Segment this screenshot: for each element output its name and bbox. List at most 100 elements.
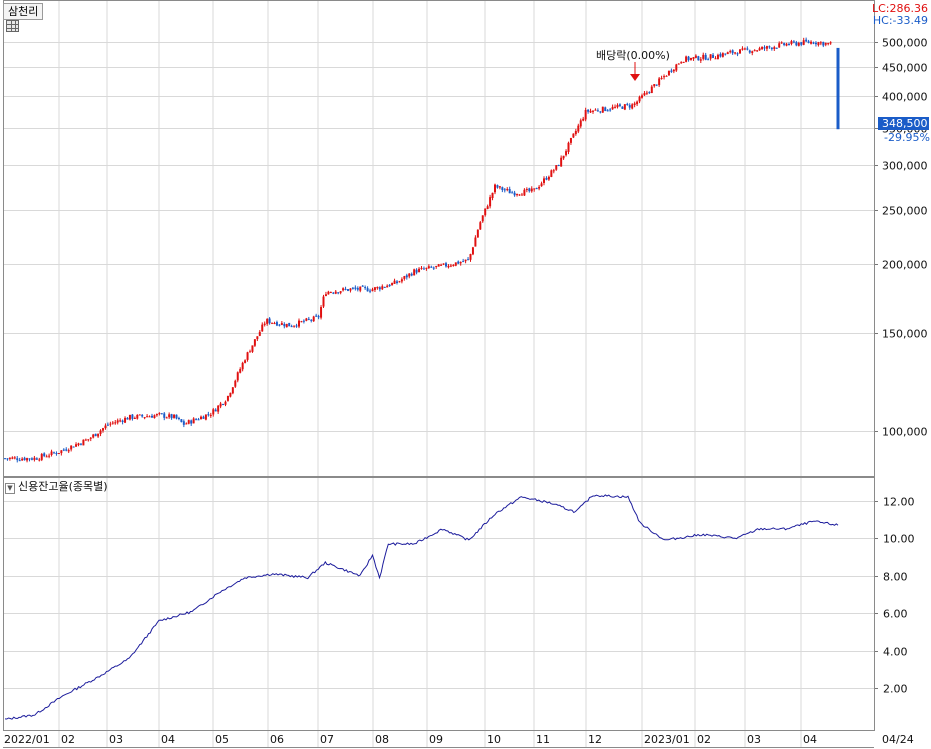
candle-body — [631, 104, 634, 109]
candle-body — [209, 414, 212, 416]
candle-body — [805, 39, 808, 42]
credit-tick-label: 8.00 — [883, 571, 908, 584]
candle-body — [241, 362, 244, 370]
candle-body — [440, 264, 443, 266]
candle-body — [373, 287, 376, 290]
x-tick-label: 11 — [536, 733, 550, 746]
x-tick-label: 03 — [109, 733, 123, 746]
candle-body — [616, 104, 619, 108]
x-tick-label: 05 — [215, 733, 229, 746]
candle-body — [280, 323, 283, 325]
candle-body — [378, 287, 381, 290]
x-tick-label: 04 — [803, 733, 817, 746]
candle-body — [697, 56, 700, 61]
candle-body — [719, 54, 722, 57]
candle-body — [104, 425, 107, 429]
candle-body — [442, 263, 445, 265]
table-icon[interactable] — [6, 20, 19, 32]
candle-body — [77, 443, 80, 446]
candle-body — [79, 443, 82, 445]
candle-body — [437, 264, 440, 267]
stock-name-selector[interactable]: 삼천리 — [3, 3, 44, 20]
candle-body — [146, 416, 149, 418]
candle-body — [516, 194, 519, 196]
credit-tick-label: 12.00 — [883, 496, 915, 509]
x-tick-label: 03 — [747, 733, 761, 746]
candle-body — [753, 50, 756, 52]
candle-body — [109, 423, 112, 425]
candle-body — [520, 194, 523, 196]
candle-body — [560, 157, 563, 167]
candle-body — [239, 369, 242, 373]
collapse-icon[interactable]: ▼ — [5, 483, 15, 494]
candle-body — [163, 413, 166, 418]
x-tick-label: 2022/01 — [4, 733, 50, 746]
candle-body — [479, 222, 482, 230]
candle-body — [746, 48, 749, 50]
candle-body — [283, 324, 286, 327]
candle-body — [62, 449, 65, 451]
candle-body — [356, 288, 359, 290]
candle-body — [75, 444, 78, 447]
candle-body — [57, 453, 60, 455]
candle-body — [92, 434, 95, 438]
candle-body — [736, 53, 739, 55]
candle-body — [136, 415, 139, 419]
candle-body — [312, 316, 315, 322]
candle-body — [761, 47, 764, 49]
candle-body — [359, 286, 362, 291]
candle-body — [4, 458, 6, 460]
candle-body — [462, 261, 465, 263]
candle-body — [636, 101, 639, 105]
candle-body — [555, 165, 558, 170]
candle-body — [396, 281, 398, 283]
candle-body — [645, 92, 648, 94]
candle-body — [748, 50, 751, 53]
candle-body — [721, 53, 724, 57]
candle-body — [400, 279, 403, 282]
candle-body — [660, 77, 663, 79]
candle-body — [275, 322, 278, 326]
candle-body — [601, 106, 604, 113]
candle-body — [182, 421, 185, 425]
candle-body — [131, 414, 134, 419]
candle-body — [337, 292, 340, 294]
candle-body — [792, 41, 795, 43]
candle-body — [464, 259, 467, 262]
candle-body — [256, 336, 259, 340]
candle-body — [435, 265, 438, 267]
candle-body — [780, 42, 783, 44]
candle-body — [692, 57, 695, 59]
candle-body — [498, 186, 501, 188]
candle-body — [329, 292, 332, 294]
candle-body — [778, 43, 781, 48]
dividend-label: 배당락(0.00%) — [596, 49, 670, 62]
subchart-title-bar[interactable]: ▼ 신용잔고율(종목별) — [5, 480, 108, 494]
candle-body — [386, 285, 389, 288]
candle-body — [141, 414, 144, 417]
candle-body — [525, 189, 528, 191]
candle-body — [339, 291, 342, 293]
candle-body — [332, 292, 335, 294]
candle-body — [432, 267, 435, 269]
candle-body — [288, 322, 291, 327]
candle-body — [562, 155, 565, 159]
candle-body — [234, 380, 237, 387]
candle-body — [35, 458, 38, 460]
candle-body — [94, 433, 97, 437]
candle-body — [533, 188, 536, 190]
candle-body — [569, 137, 572, 143]
marker-layer: 배당락(0.00%) — [596, 49, 670, 81]
candle-body — [295, 325, 298, 327]
candle-body — [351, 287, 354, 289]
candle-body — [187, 420, 190, 424]
candle-body — [552, 170, 555, 172]
candle-body — [16, 458, 19, 461]
candle-body — [802, 40, 805, 45]
candle-body — [489, 197, 492, 207]
candle-body — [388, 284, 391, 286]
candle-body — [773, 47, 776, 49]
candle-body — [547, 176, 550, 180]
candle-body — [195, 419, 198, 421]
